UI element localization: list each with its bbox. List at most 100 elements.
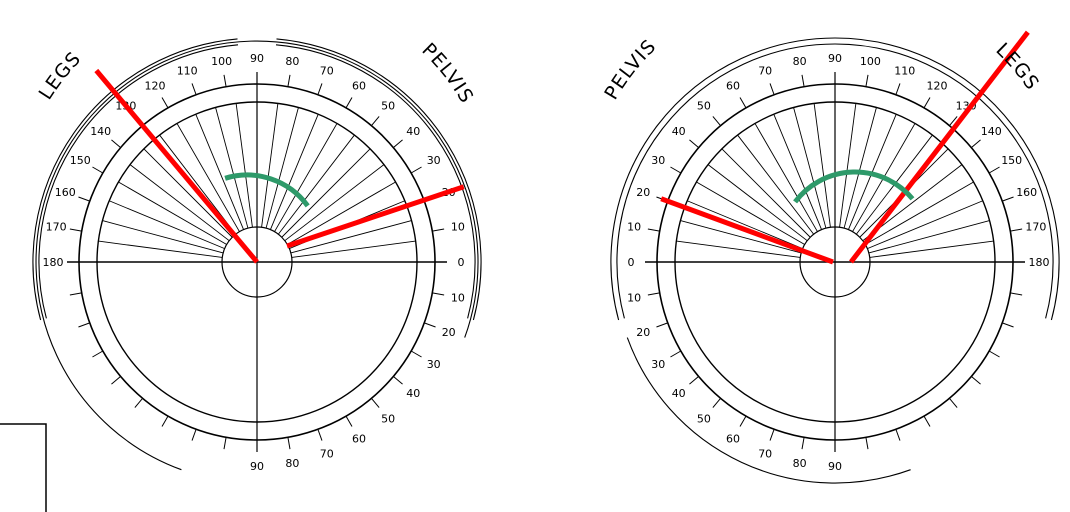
- scale-label: 40: [406, 125, 420, 138]
- scale-tick: [111, 139, 121, 148]
- green-arc-indicator: [224, 172, 310, 208]
- scale-tick: [712, 116, 721, 126]
- scale-tick: [895, 83, 901, 95]
- scale-tick: [345, 415, 353, 427]
- scale-label: 70: [758, 64, 772, 77]
- scale-label-lower: 60: [726, 433, 740, 446]
- scale-label-lower: 10: [627, 291, 641, 304]
- scale-label: 80: [793, 55, 807, 68]
- scale-tick: [1002, 322, 1014, 328]
- legs-measure-line: [849, 30, 1030, 264]
- arrow-arc-outer: [834, 37, 1060, 321]
- scale-tick: [317, 429, 323, 441]
- scale-tick: [161, 415, 169, 427]
- radial-line: [868, 220, 990, 254]
- radial-line: [865, 181, 974, 245]
- scale-label-lower: 80: [285, 457, 299, 470]
- scale-label: 70: [320, 64, 334, 77]
- scale-tick: [223, 74, 227, 87]
- scale-label: 10: [627, 221, 641, 234]
- scale-tick: [191, 429, 197, 441]
- scale-label-lower: 40: [672, 387, 686, 400]
- scale-label: 110: [177, 64, 198, 77]
- scale-tick: [432, 292, 445, 296]
- scale-tick: [895, 429, 901, 441]
- scale-tick: [923, 415, 931, 427]
- scale-tick: [769, 429, 775, 441]
- radial-line: [290, 220, 412, 254]
- scale-label-lower: 70: [758, 448, 772, 461]
- radial-line: [215, 107, 249, 229]
- scale-tick: [712, 398, 721, 408]
- radial-line: [676, 240, 801, 258]
- scale-tick: [69, 292, 82, 296]
- scale-label: 170: [46, 221, 67, 234]
- scale-label-lower: 50: [697, 412, 711, 425]
- scale-label: 60: [352, 79, 366, 92]
- scale-tick: [371, 398, 380, 408]
- legs-measure-line: [94, 68, 259, 264]
- scale-label-lower: 80: [793, 457, 807, 470]
- radial-line: [869, 240, 994, 258]
- scale-tick: [78, 322, 90, 328]
- scale-label: 0: [628, 256, 635, 269]
- radial-line: [793, 107, 827, 229]
- scale-label: 20: [636, 186, 650, 199]
- radial-line: [176, 123, 240, 232]
- scale-tick: [69, 228, 82, 232]
- scale-label-lower: 60: [352, 433, 366, 446]
- scale-label-lower: 50: [381, 412, 395, 425]
- scale-label-lower: 90: [250, 460, 264, 473]
- scale-label: 110: [894, 64, 915, 77]
- scale-label: 120: [927, 79, 948, 92]
- radial-line: [98, 240, 223, 258]
- scale-label: 150: [70, 154, 91, 167]
- arrow-arc-outer-2: [610, 37, 836, 321]
- scale-tick: [371, 116, 380, 126]
- scale-tick: [739, 415, 747, 427]
- scale-tick: [432, 228, 445, 232]
- radial-line: [277, 134, 355, 235]
- scale-label: 100: [211, 55, 232, 68]
- scale-tick: [134, 398, 143, 408]
- scale-label: 120: [145, 79, 166, 92]
- scale-label-lower: 40: [406, 387, 420, 400]
- arrow-arc-inner: [834, 43, 1054, 319]
- scale-tick: [689, 376, 699, 385]
- radial-line: [754, 123, 818, 232]
- radial-line: [737, 134, 815, 235]
- radial-line: [102, 220, 224, 254]
- scale-label: 170: [1025, 221, 1046, 234]
- scale-tick: [656, 322, 668, 328]
- scale-tick: [865, 74, 869, 87]
- scale-label: 30: [427, 154, 441, 167]
- scale-label: 50: [381, 100, 395, 113]
- scale-tick: [1010, 292, 1023, 296]
- scale-tick: [670, 166, 682, 174]
- radial-line: [696, 181, 805, 245]
- scale-tick: [223, 437, 227, 450]
- radial-line: [265, 107, 299, 229]
- scale-tick: [393, 139, 403, 148]
- scale-label: 90: [828, 52, 842, 65]
- radial-line: [284, 164, 385, 242]
- pelvis-measure-line: [286, 184, 465, 249]
- scale-tick: [1002, 196, 1014, 202]
- scale-tick: [191, 83, 197, 95]
- scale-label: 60: [726, 79, 740, 92]
- radial-line: [269, 114, 319, 230]
- radial-line: [281, 148, 371, 238]
- arrow-arc-inner-2: [616, 43, 836, 319]
- legs-label-left: LEGS: [35, 47, 86, 103]
- scale-tick: [345, 97, 353, 109]
- scale-tick: [161, 97, 169, 109]
- scale-label: 50: [697, 100, 711, 113]
- scale-label-lower: 30: [651, 358, 665, 371]
- scale-label: 160: [1016, 186, 1037, 199]
- scale-label-lower: 30: [427, 358, 441, 371]
- radial-line: [707, 164, 808, 242]
- scale-tick: [971, 139, 981, 148]
- scale-tick: [988, 350, 1000, 358]
- scale-tick: [92, 166, 104, 174]
